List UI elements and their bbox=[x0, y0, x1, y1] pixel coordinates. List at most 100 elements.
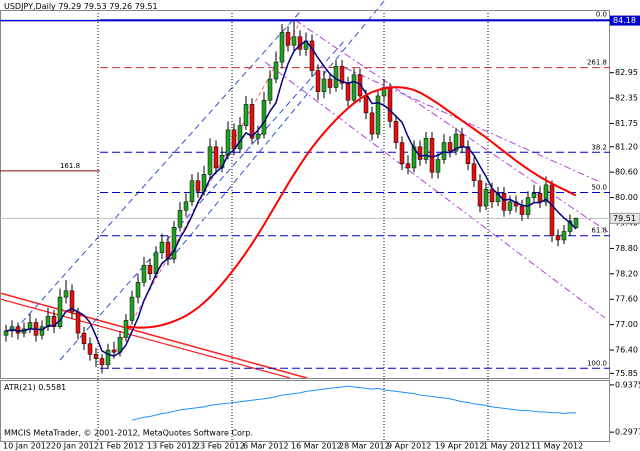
fibo-label: 38.2 bbox=[591, 143, 607, 151]
y-tick-label: 0.9375 bbox=[615, 380, 640, 389]
fibo-label: 50.0 bbox=[591, 184, 607, 192]
trend-line bbox=[0, 292, 308, 379]
drawings bbox=[0, 0, 609, 441]
candle-body bbox=[99, 358, 105, 366]
fibo-label: 61.8 bbox=[591, 227, 607, 235]
candle-body bbox=[405, 163, 411, 169]
candle-body bbox=[225, 129, 231, 156]
candle-body bbox=[573, 218, 579, 228]
candle-body bbox=[555, 235, 561, 241]
candle-body bbox=[279, 32, 285, 63]
candle-body bbox=[483, 188, 489, 207]
atr-title: ATR(21) bbox=[4, 383, 36, 392]
candle-body bbox=[123, 320, 129, 338]
atr-pane-frame bbox=[0, 380, 610, 442]
price-label: 79.51 bbox=[613, 214, 636, 223]
candle-body bbox=[273, 61, 279, 80]
candle-body bbox=[255, 133, 261, 139]
candle-body bbox=[177, 210, 183, 228]
candle-body bbox=[261, 99, 267, 135]
candle-body bbox=[459, 133, 465, 148]
header-open: 79.29 bbox=[58, 2, 81, 11]
watermark: MMCIS MetaTrader, © 2001-2012, MetaQuote… bbox=[4, 429, 253, 438]
channel-line bbox=[14, 11, 301, 331]
x-tick-label: 16 Mar 2012 bbox=[291, 442, 342, 451]
header-low: 79.26 bbox=[109, 2, 132, 11]
candle-body bbox=[207, 146, 213, 175]
candle-body bbox=[309, 40, 315, 71]
candle-body bbox=[237, 125, 243, 150]
candle-body bbox=[411, 146, 417, 169]
x-tick-label: 28 Mar 2012 bbox=[339, 442, 390, 451]
candle-body bbox=[111, 349, 117, 353]
atr-line bbox=[131, 385, 577, 421]
moving-average bbox=[5, 39, 577, 357]
candle-body bbox=[57, 296, 63, 328]
y-tick-label: 78.80 bbox=[615, 244, 638, 253]
fibo-label: 161.8 bbox=[60, 162, 80, 170]
candle-body bbox=[9, 326, 15, 332]
candle-body bbox=[75, 311, 81, 334]
candle-body bbox=[159, 241, 165, 253]
fibo-label: 261.8 bbox=[587, 59, 607, 67]
candle-body bbox=[267, 78, 273, 101]
x-tick-label: 19 Apr 2012 bbox=[435, 442, 484, 451]
candle-body bbox=[393, 121, 399, 143]
chart-header: USDJPY,Daily 79.29 79.53 79.26 79.51 bbox=[4, 2, 158, 11]
candle-body bbox=[327, 78, 333, 88]
candle-body bbox=[81, 332, 87, 344]
candle-body bbox=[51, 315, 57, 328]
candle-body bbox=[549, 184, 555, 236]
candle-body bbox=[93, 354, 99, 359]
high-box bbox=[610, 15, 640, 26]
high-label: 84.18 bbox=[613, 16, 636, 25]
y-tick-label: 76.40 bbox=[615, 346, 638, 355]
candle-body bbox=[351, 74, 357, 101]
candle-body bbox=[249, 104, 255, 139]
candle-body bbox=[69, 290, 75, 313]
moving-average bbox=[125, 86, 577, 329]
x-tick-label: 9 Apr 2012 bbox=[387, 442, 431, 451]
channel-line bbox=[169, 0, 386, 261]
x-tick-label: 20 Jan 2012 bbox=[51, 442, 99, 451]
symbol: USDJPY,Daily bbox=[4, 2, 56, 11]
candle-body bbox=[399, 142, 405, 164]
x-tick-label: 13 Feb 2012 bbox=[147, 442, 197, 451]
x-tick-label: 1 Feb 2012 bbox=[99, 442, 144, 451]
candle-body bbox=[345, 83, 351, 101]
candle-body bbox=[135, 282, 141, 298]
fibo-label: 0.0 bbox=[596, 11, 607, 19]
candle-body bbox=[171, 226, 177, 260]
header-close: 79.51 bbox=[135, 2, 158, 11]
candle-body bbox=[129, 296, 135, 321]
candle-body bbox=[147, 265, 153, 275]
candle-body bbox=[315, 70, 321, 92]
candle-body bbox=[477, 180, 483, 207]
candle-body bbox=[231, 129, 237, 150]
candle-body bbox=[543, 184, 549, 203]
candle-body bbox=[39, 326, 45, 336]
y-tick-label: 81.75 bbox=[615, 119, 638, 128]
channel-line bbox=[294, 19, 609, 233]
price-box bbox=[609, 212, 640, 224]
candle-body bbox=[87, 343, 93, 355]
candle-body bbox=[189, 180, 195, 203]
channel-line bbox=[59, 39, 346, 361]
candle-body bbox=[63, 290, 69, 298]
candle-body bbox=[441, 142, 447, 160]
main-pane-frame bbox=[0, 10, 610, 379]
y-tick-label: 80.60 bbox=[615, 168, 638, 177]
candle-body bbox=[27, 322, 33, 330]
candle-body bbox=[213, 146, 219, 169]
fibo-label: 100.0 bbox=[587, 359, 607, 367]
candle-body bbox=[285, 32, 291, 46]
candle-body bbox=[501, 193, 507, 211]
candle-body bbox=[567, 220, 573, 232]
y-tick-label: 77.60 bbox=[615, 295, 638, 304]
x-tick-label: 1 May 2012 bbox=[483, 442, 530, 451]
x-tick-label: 23 Feb 2012 bbox=[195, 442, 245, 451]
candle-body bbox=[447, 142, 453, 152]
y-tick-label: 0.2977 bbox=[615, 428, 640, 437]
x-tick-label: 11 May 2012 bbox=[531, 442, 583, 451]
candle-body bbox=[369, 112, 375, 135]
